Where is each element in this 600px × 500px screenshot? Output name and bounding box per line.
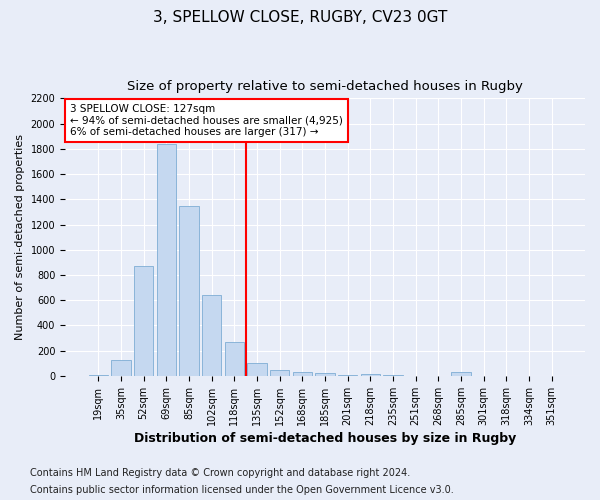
Bar: [270, 370, 289, 376]
Title: Size of property relative to semi-detached houses in Rugby: Size of property relative to semi-detach…: [127, 80, 523, 93]
Bar: [112, 360, 131, 376]
Text: 3 SPELLOW CLOSE: 127sqm
← 94% of semi-detached houses are smaller (4,925)
6% of : 3 SPELLOW CLOSE: 127sqm ← 94% of semi-de…: [70, 104, 343, 137]
Bar: [89, 374, 108, 376]
Text: Contains HM Land Registry data © Crown copyright and database right 2024.: Contains HM Land Registry data © Crown c…: [30, 468, 410, 477]
Bar: [202, 295, 221, 376]
Bar: [134, 266, 153, 376]
X-axis label: Distribution of semi-detached houses by size in Rugby: Distribution of semi-detached houses by …: [134, 432, 516, 445]
Bar: [179, 206, 199, 376]
Y-axis label: Number of semi-detached properties: Number of semi-detached properties: [15, 134, 25, 340]
Text: Contains public sector information licensed under the Open Government Licence v3: Contains public sector information licen…: [30, 485, 454, 495]
Bar: [157, 144, 176, 376]
Bar: [293, 372, 312, 376]
Bar: [451, 372, 470, 376]
Text: 3, SPELLOW CLOSE, RUGBY, CV23 0GT: 3, SPELLOW CLOSE, RUGBY, CV23 0GT: [153, 10, 447, 25]
Bar: [316, 374, 335, 376]
Bar: [361, 374, 380, 376]
Bar: [224, 342, 244, 376]
Bar: [247, 364, 266, 376]
